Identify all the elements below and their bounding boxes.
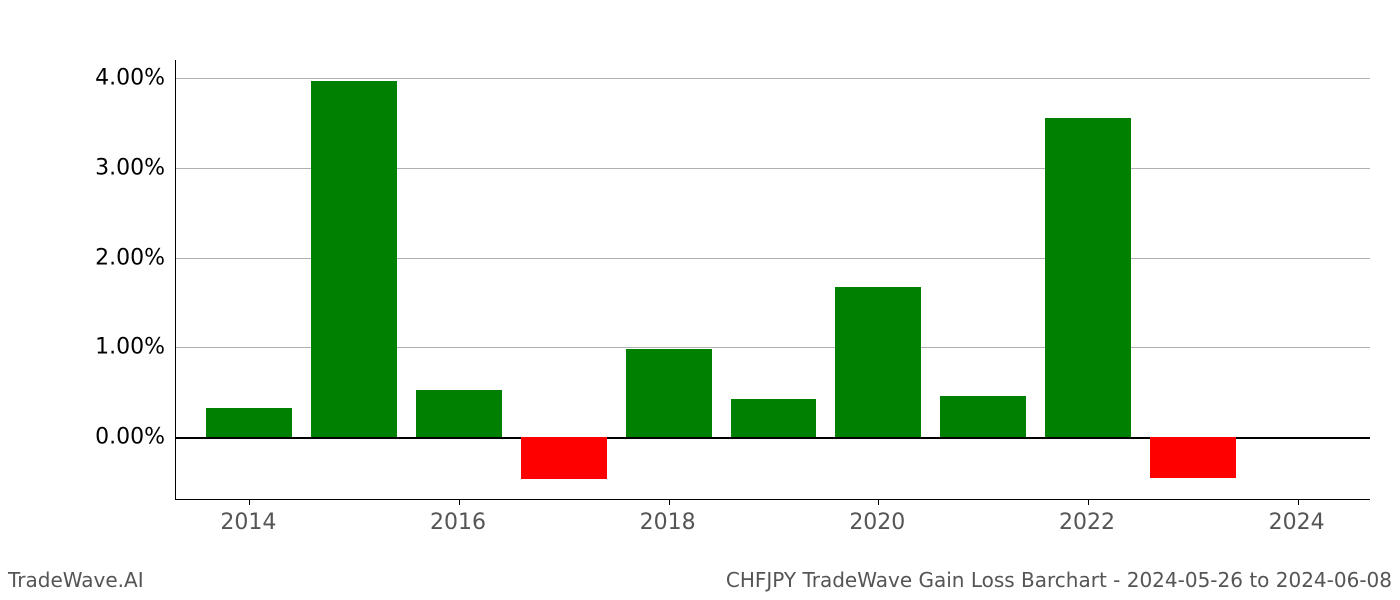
y-tick-label: 2.00%: [65, 245, 165, 270]
x-tick-label: 2022: [1047, 510, 1127, 535]
plot-area: [175, 60, 1370, 500]
gridline: [176, 78, 1370, 79]
footer-caption: CHFJPY TradeWave Gain Loss Barchart - 20…: [726, 568, 1392, 592]
bar: [1150, 437, 1236, 477]
x-tick: [1298, 499, 1299, 505]
bar: [311, 81, 397, 437]
x-tick: [878, 499, 879, 505]
bar: [835, 287, 921, 437]
bar: [626, 349, 712, 437]
y-tick-label: 0.00%: [65, 425, 165, 450]
bar: [521, 437, 607, 479]
x-tick-label: 2024: [1257, 510, 1337, 535]
x-tick: [459, 499, 460, 505]
y-tick-label: 1.00%: [65, 335, 165, 360]
x-tick-label: 2016: [418, 510, 498, 535]
bar: [940, 396, 1026, 437]
x-tick: [249, 499, 250, 505]
footer-brand: TradeWave.AI: [8, 568, 144, 592]
x-tick-label: 2014: [208, 510, 288, 535]
bar: [1045, 118, 1131, 437]
y-tick-label: 3.00%: [65, 155, 165, 180]
gain-loss-barchart: 0.00% 1.00% 2.00% 3.00% 4.00% 2014 2016 2018 20…: [0, 0, 1400, 600]
y-tick-label: 4.00%: [65, 65, 165, 90]
bar: [731, 399, 817, 438]
bar: [416, 390, 502, 438]
x-tick-label: 2020: [837, 510, 917, 535]
bar: [206, 408, 292, 437]
x-tick: [1088, 499, 1089, 505]
x-tick-label: 2018: [628, 510, 708, 535]
x-tick: [669, 499, 670, 505]
